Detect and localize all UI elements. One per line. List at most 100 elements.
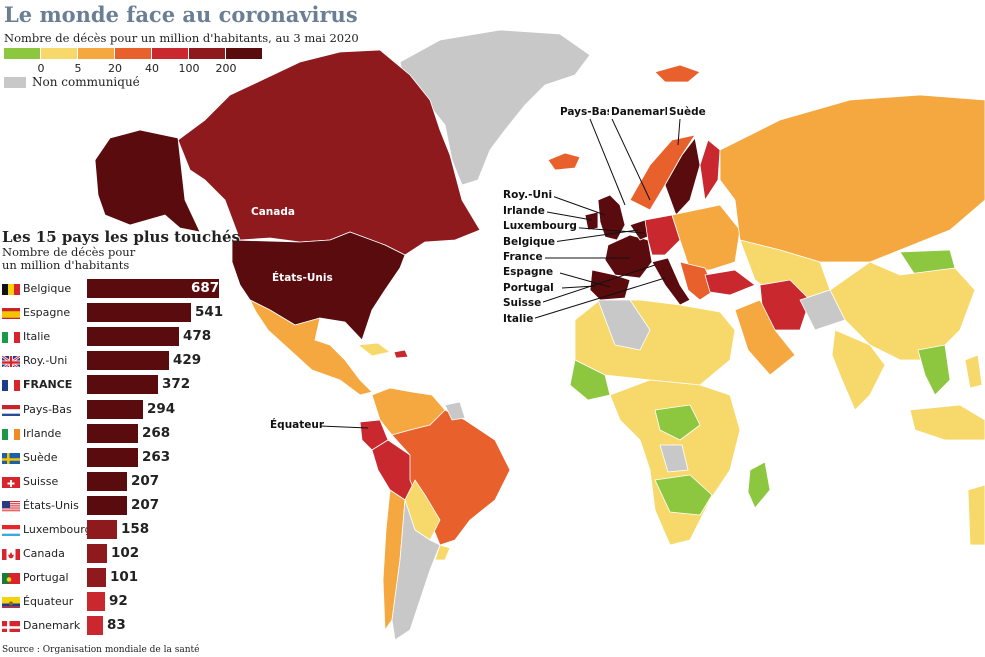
region-svalbard	[654, 64, 701, 83]
region-argentina	[391, 499, 441, 641]
legend-swatch	[152, 48, 189, 59]
ranking-country-name: Roy.-Uni	[23, 354, 68, 368]
ranking-value: 92	[109, 593, 128, 610]
uk-flag-icon	[2, 354, 20, 368]
ranking-country-name: Équateur	[23, 595, 74, 609]
ranking-row: Irlande 268	[0, 423, 240, 444]
page-title: Le monde face au coronavirus	[4, 2, 358, 27]
ranking-row: Canada 102	[0, 544, 240, 564]
ranking-country-name: Portugal	[23, 571, 69, 585]
france-flag-icon	[2, 378, 20, 392]
legend-tick: 100	[178, 62, 200, 75]
map-label-espagne: Espagne	[501, 266, 556, 278]
usa-flag-icon	[2, 499, 20, 512]
ranking-title: Les 15 pays les plus touchés	[2, 228, 240, 246]
ranking-bar	[87, 279, 219, 298]
ranking-value: 268	[142, 424, 171, 441]
region-alaska	[94, 129, 201, 233]
region-france	[604, 234, 653, 279]
map-label-belgique: Belgique	[501, 236, 557, 248]
ranking-value: 102	[111, 545, 140, 562]
map-label-suede: Suède	[667, 106, 708, 118]
map-label-canada: Canada	[251, 206, 295, 218]
ranking-value: 541	[195, 304, 224, 321]
region-spain	[589, 269, 631, 301]
ranking-country-name: Espagne	[23, 306, 71, 320]
region-congo	[654, 404, 701, 441]
ranking-value: 207	[131, 472, 160, 489]
ranking-bar	[87, 327, 179, 347]
legend-tick: 5	[74, 62, 82, 75]
ranking-country-name: Canada	[23, 547, 65, 561]
canada-flag-icon	[2, 547, 20, 561]
ranking-row: Portugal 101	[0, 568, 240, 588]
ranking-value: 372	[162, 376, 191, 393]
map-label-usa: États-Unis	[272, 272, 333, 284]
region-caribbean-2	[393, 349, 409, 359]
ranking-value: 478	[183, 328, 212, 345]
ranking-value: 294	[147, 400, 176, 417]
legend-tick: 40	[145, 62, 159, 75]
region-canada	[177, 49, 481, 256]
legend-non-communique: Non communiqué	[4, 75, 263, 89]
legend-swatch	[115, 48, 152, 59]
legend-swatch	[78, 48, 115, 59]
legend-swatch	[4, 48, 41, 59]
legend-color-scale	[4, 48, 263, 59]
region-guyana	[444, 401, 466, 421]
map-label-irlande: Irlande	[501, 205, 547, 217]
legend-tick: 200	[215, 62, 237, 75]
sweden-flag-icon	[2, 451, 20, 464]
region-mexico	[249, 299, 373, 396]
region-turkey	[704, 269, 756, 296]
ranking-bar	[87, 471, 127, 491]
ireland-flag-icon	[2, 427, 20, 440]
region-greenland	[399, 29, 591, 186]
region-madagascar	[747, 461, 771, 509]
region-philippines	[964, 354, 983, 389]
region-arabia	[734, 299, 796, 376]
ranking-bar	[87, 520, 117, 539]
ranking-value: 263	[142, 448, 171, 465]
ranking-bar	[87, 568, 106, 588]
ranking-bar	[87, 351, 169, 371]
ecuador-flag-icon	[2, 595, 20, 609]
portugal-flag-icon	[2, 571, 20, 585]
region-sudan	[659, 444, 689, 473]
map-label-portugal: Portugal	[501, 282, 556, 294]
map-label-france: France	[501, 251, 545, 263]
legend-tick: 0	[37, 62, 45, 75]
source-note: Source : Organisation mondiale de la san…	[2, 645, 200, 655]
ranking-bar	[87, 544, 107, 564]
region-east-europe	[671, 204, 741, 271]
italy-flag-icon	[2, 330, 20, 344]
ranking-row: Équateur 92	[0, 592, 240, 612]
map-label-suisse: Suisse	[501, 297, 544, 309]
ranking-bar	[87, 399, 143, 419]
ranking-row: FRANCE 372	[0, 375, 240, 395]
map-label-luxembourg: Luxembourg	[501, 220, 579, 232]
ranking-country-name: Suède	[23, 450, 58, 464]
ranking-row: Belgique 687	[0, 279, 240, 299]
ranking-country-name: Danemark	[23, 619, 81, 633]
legend-swatch	[226, 48, 263, 59]
legend-nc-swatch	[4, 76, 26, 88]
ranking-value: 158	[121, 521, 150, 537]
denmark-flag-icon	[2, 619, 20, 633]
ranking-row: Suède 263	[0, 447, 240, 468]
ranking-row: Danemark 83	[0, 616, 240, 636]
ranking-subtitle: Nombre de décès pour un million d'habita…	[2, 245, 136, 272]
ranking-bar	[87, 616, 103, 636]
region-ireland	[584, 211, 599, 231]
ranking-bar	[87, 592, 105, 612]
region-se-asia	[917, 344, 951, 396]
region-caribbean	[357, 342, 391, 357]
legend-swatch	[41, 48, 78, 59]
region-indonesia	[909, 404, 985, 441]
legend-tick: 20	[108, 62, 122, 75]
map-label-equateur: Équateur	[270, 419, 325, 431]
region-afghanistan	[799, 289, 846, 331]
ranking-country-name: Italie	[23, 330, 51, 344]
region-italy	[651, 257, 691, 306]
